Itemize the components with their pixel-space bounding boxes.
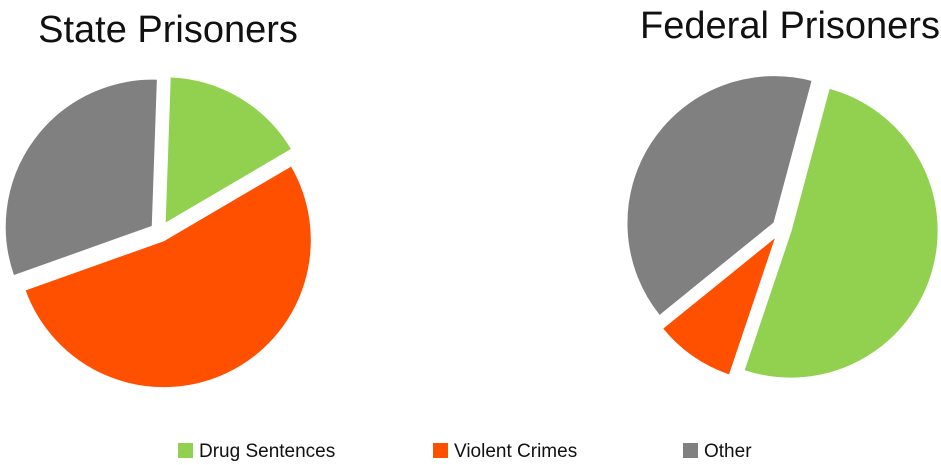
pie-slice [660,232,779,377]
chart-title: Federal Prisoners [640,5,940,47]
legend-swatch [433,443,448,458]
pie-slice [163,75,294,227]
pie-slice [742,86,940,380]
legend-label: Violent Crimes [454,441,577,462]
legend-swatch [178,443,193,458]
legend-label: Other [704,441,752,462]
legend-label: Drug Sentences [199,441,335,462]
legend-swatch [683,443,698,458]
pie-slice [23,163,313,390]
pie-slice [3,77,159,278]
pie-slice [625,74,814,318]
chart-title: State Prisoners [38,9,298,51]
